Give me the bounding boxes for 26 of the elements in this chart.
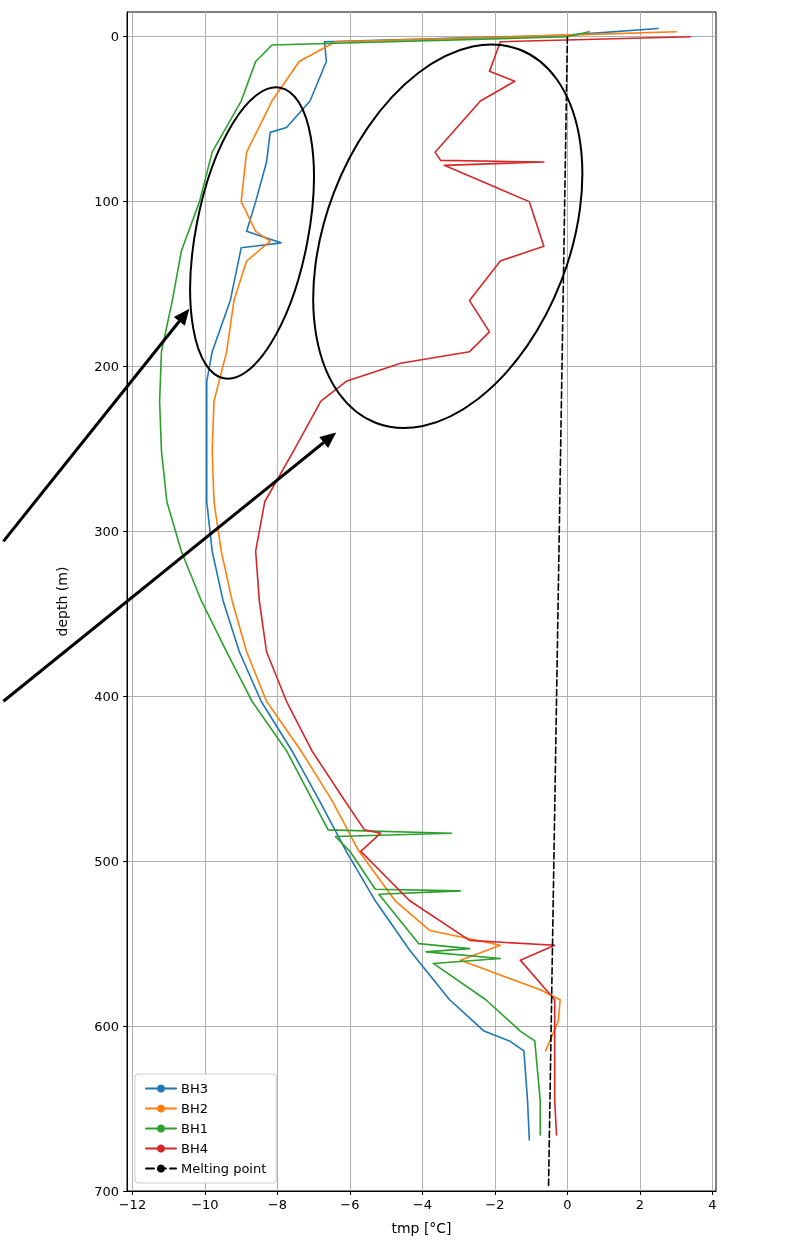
y-tick-label: 600: [94, 1018, 119, 1034]
legend-label: BH4: [181, 1141, 208, 1156]
line-series: [158, 30, 590, 1136]
y-tick-label: 500: [94, 853, 119, 869]
x-tick-label: −10: [191, 1197, 219, 1212]
x-tick-label: −4: [412, 1197, 432, 1212]
y-tick-label: 700: [94, 1183, 119, 1199]
y-tick-label: 400: [94, 688, 119, 704]
y-tick-label: 300: [94, 523, 119, 539]
legend-label: BH2: [181, 1101, 208, 1116]
x-tick-label: 2: [635, 1197, 645, 1212]
x-tick-label: −12: [118, 1197, 147, 1212]
x-tick-label: −6: [340, 1197, 360, 1212]
x-axis-title: tmp [°C]: [391, 1220, 452, 1236]
legend-label: Melting point: [181, 1161, 267, 1176]
legend-label: BH3: [181, 1081, 208, 1096]
legend-label: BH1: [181, 1121, 208, 1136]
y-tick-label: 100: [94, 194, 119, 210]
y-axis-title: depth (m): [54, 566, 70, 637]
x-tick-label: −2: [485, 1197, 505, 1212]
x-tick-label: 0: [563, 1197, 572, 1212]
y-tick-label: 200: [94, 359, 119, 375]
x-tick-label: 4: [708, 1197, 717, 1212]
x-tick-label: −8: [267, 1197, 288, 1212]
y-tick-label: 0: [110, 29, 119, 45]
line-series: [254, 35, 692, 1136]
